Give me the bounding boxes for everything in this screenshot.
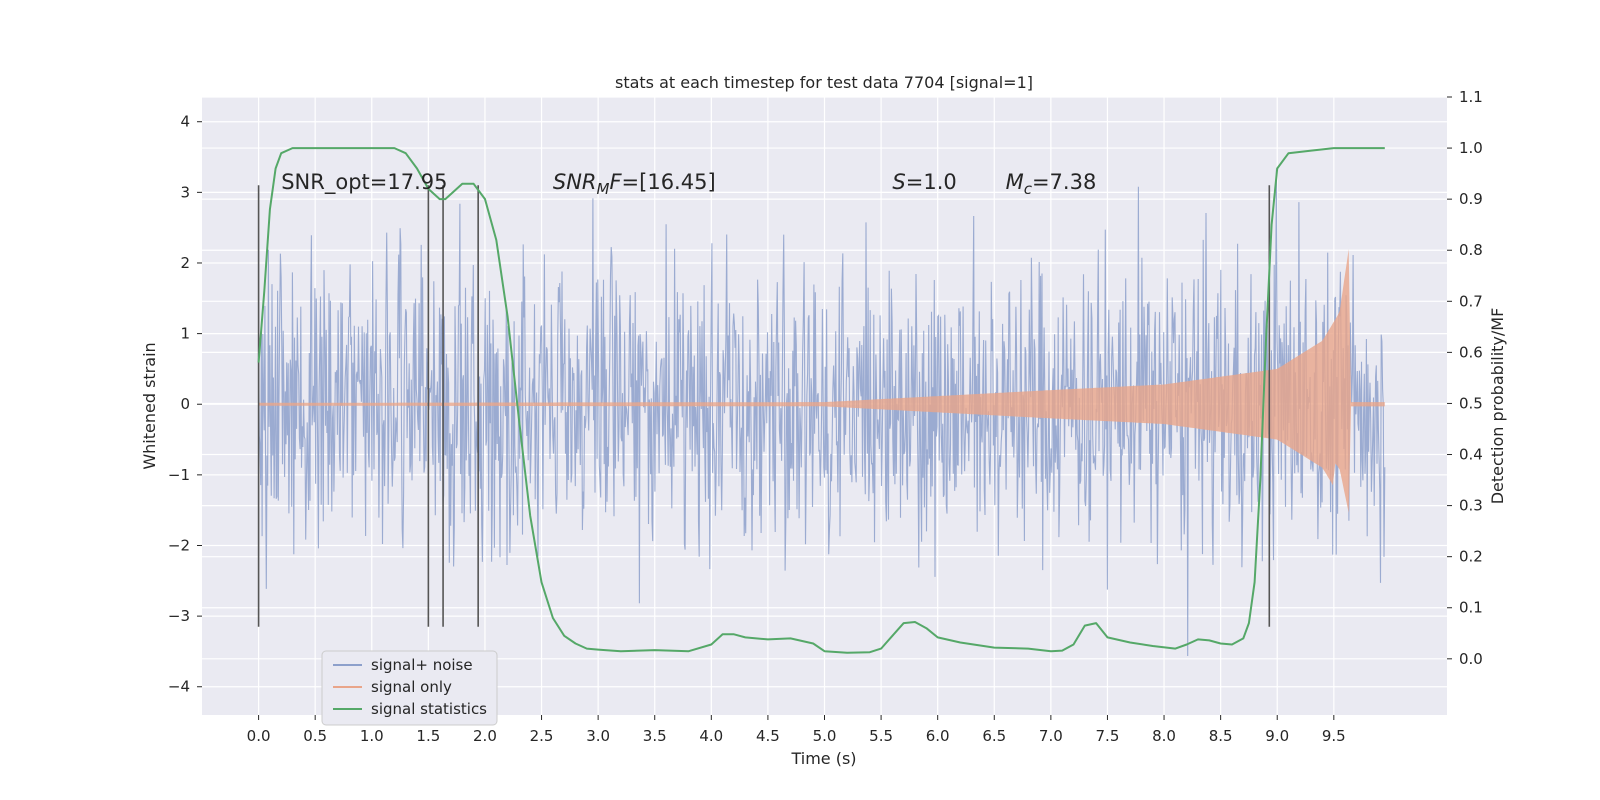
legend-label-signal: signal only [371, 678, 452, 696]
legend: signal+ noise signal only signal statist… [321, 650, 498, 726]
x-tick-label: 7.5 [1096, 727, 1120, 745]
chart-title: stats at each timestep for test data 770… [615, 73, 1033, 92]
y2-tick-label: 1.1 [1459, 88, 1483, 106]
y-tick-label: 1 [180, 325, 190, 343]
y2-axis-label: Detection probability/MF [1488, 308, 1507, 505]
y-tick-label: 0 [180, 395, 190, 413]
y2-tick-label: 0.1 [1459, 599, 1483, 617]
y-tick-label: −2 [168, 536, 190, 554]
x-tick-label: 8.0 [1152, 727, 1176, 745]
y-tick-label: 3 [180, 183, 190, 201]
x-tick-label: 9.0 [1265, 727, 1289, 745]
annotation-snr-opt: SNR_opt=17.95 [281, 170, 447, 195]
x-tick-label: 4.0 [699, 727, 723, 745]
y2-tick-label: 0.5 [1459, 394, 1483, 412]
y2-axis-ticks: 1.1 1.0 0.9 0.8 0.7 0.6 0.5 0.4 0.3 0.2 0.1 0.0 [1447, 88, 1483, 668]
x-tick-label: 5.5 [869, 727, 893, 745]
x-tick-label: 0.5 [303, 727, 327, 745]
x-tick-label: 6.0 [926, 727, 950, 745]
x-axis-ticks: 0.0 0.5 1.0 1.5 2.0 2.5 3.0 3.5 4.0 4.5 5.0 5.5 6.0 6… [247, 715, 1346, 745]
x-tick-label: 7.0 [1039, 727, 1063, 745]
x-tick-label: 0.0 [247, 727, 271, 745]
annotation-s-value: S=1.0 [892, 170, 956, 194]
x-tick-label: 8.5 [1209, 727, 1233, 745]
x-tick-label: 2.5 [530, 727, 554, 745]
x-tick-label: 1.0 [360, 727, 384, 745]
y-tick-label: −4 [168, 678, 190, 696]
x-tick-label: 1.5 [416, 727, 440, 745]
y-tick-label: −3 [168, 607, 190, 625]
y-tick-label: −1 [168, 466, 190, 484]
y2-tick-label: 0.4 [1459, 446, 1483, 464]
y-axis-label: Whitened strain [140, 342, 159, 469]
y-axis-ticks: 4 3 2 1 0 −1 −2 −3 −4 [168, 113, 202, 696]
series-signal-statistics [257, 147, 1385, 654]
y2-tick-label: 0.9 [1459, 190, 1483, 208]
annotation-mc-value: Mc=7.38 [1006, 170, 1097, 198]
y2-tick-label: 0.3 [1459, 497, 1483, 515]
y-tick-label: 4 [180, 113, 190, 131]
y2-tick-label: 0.8 [1459, 241, 1483, 259]
x-tick-label: 6.5 [982, 727, 1006, 745]
annotations: SNR_opt=17.95 SNRMF=[16.45] S=1.0 Mc=7.38 [281, 170, 1096, 198]
y-tick-label: 2 [180, 254, 190, 272]
legend-label-noise: signal+ noise [371, 656, 473, 674]
x-axis-label: Time (s) [790, 749, 856, 768]
x-tick-label: 3.5 [643, 727, 667, 745]
y2-tick-label: 0.6 [1459, 343, 1483, 361]
x-tick-label: 3.0 [586, 727, 610, 745]
annotation-snr-mf: SNRMF=[16.45] [553, 170, 716, 198]
x-tick-label: 2.0 [473, 727, 497, 745]
legend-label-statistics: signal statistics [371, 700, 487, 718]
signal-statistics-line [257, 147, 1385, 654]
x-tick-label: 9.5 [1322, 727, 1346, 745]
y2-tick-label: 0.2 [1459, 548, 1483, 566]
legend-box [321, 650, 498, 726]
x-tick-label: 4.5 [756, 727, 780, 745]
y2-tick-label: 0.7 [1459, 292, 1483, 310]
x-tick-label: 5.0 [813, 727, 837, 745]
y2-tick-label: 0.0 [1459, 650, 1483, 668]
y2-tick-label: 1.0 [1459, 139, 1483, 157]
